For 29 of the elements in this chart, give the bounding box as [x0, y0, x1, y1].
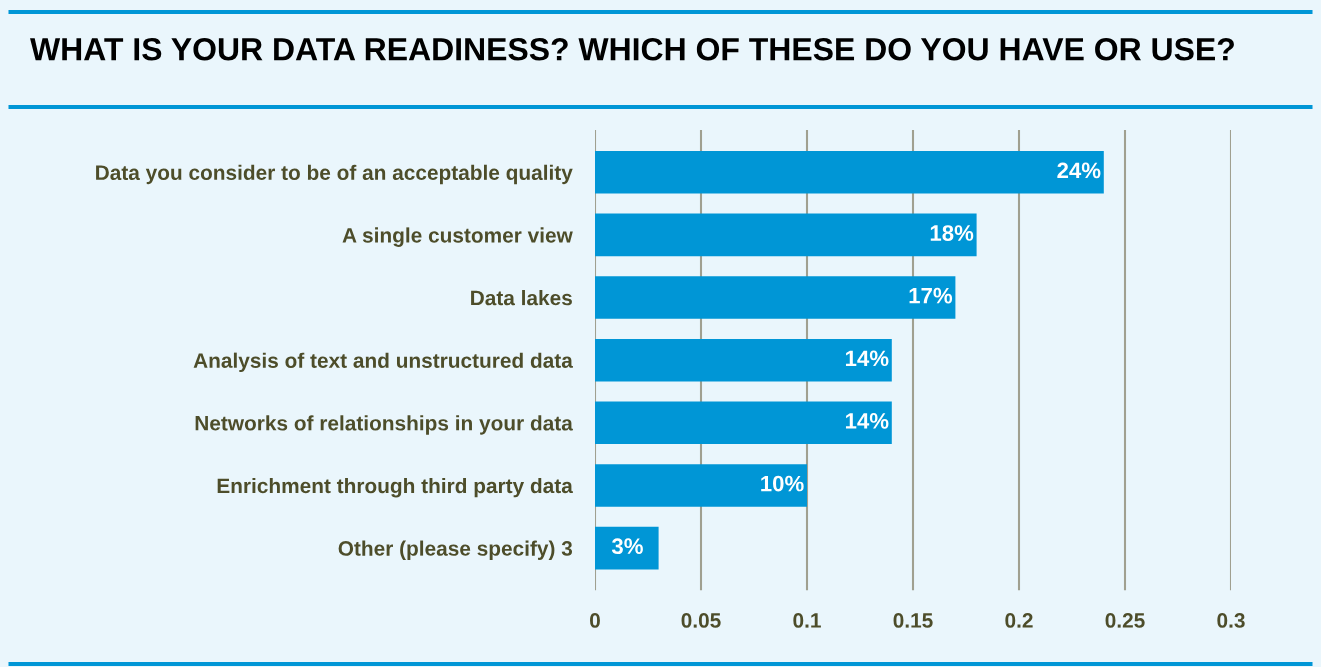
y-tick-label: Networks of relationships in your data — [195, 415, 573, 435]
x-tick-label: 0.15 — [893, 613, 933, 628]
bar — [595, 338, 892, 382]
data-label: 24% — [1057, 162, 1101, 179]
y-tick-label: Enrichment through third party data — [217, 477, 573, 498]
y-tick-label: A single customer view — [342, 227, 573, 247]
bar — [595, 213, 977, 257]
x-tick-label: 0.1 — [793, 613, 821, 628]
x-tick-label: 0.25 — [1105, 613, 1145, 628]
x-tick-label: 0.3 — [1217, 613, 1245, 628]
chart-title: WHAT IS YOUR DATA READINESS? WHICH OF THESE DO YOU HAVE OR USE? — [30, 37, 1234, 61]
data-label: 18% — [930, 225, 974, 241]
y-tick-label: Data you consider to be of an acceptable quality — [96, 164, 573, 185]
x-tick-label: 0 — [590, 613, 600, 628]
data-label: 14% — [845, 350, 889, 367]
data-label: 10% — [761, 475, 804, 492]
bar — [595, 526, 659, 570]
y-tick-label: Other (please specify) 3 — [338, 540, 573, 560]
data-label: 3% — [611, 538, 643, 555]
y-tick-label: Analysis of text and unstructured data — [193, 352, 573, 373]
x-tick-label: 0.05 — [681, 613, 721, 628]
x-tick-label: 0.2 — [1005, 613, 1033, 628]
data-label: 17% — [909, 287, 953, 304]
bar — [595, 464, 807, 507]
y-tick-label: Data lakes — [471, 290, 572, 306]
bar — [595, 150, 1104, 194]
bar — [595, 401, 892, 445]
data-label: 14% — [845, 413, 889, 429]
bar — [595, 276, 956, 319]
